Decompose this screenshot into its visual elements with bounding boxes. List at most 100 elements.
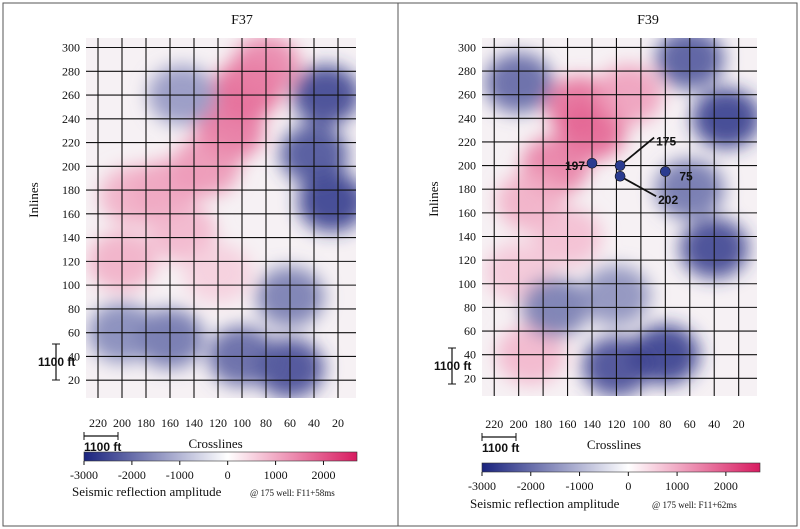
x-tick-label: 160 bbox=[161, 416, 179, 430]
y-tick-label: 280 bbox=[62, 64, 80, 78]
amplitude-region bbox=[100, 166, 168, 227]
colorbar bbox=[83, 451, 358, 462]
x-tick-label: 200 bbox=[113, 416, 131, 430]
colorbar-tick-label: 0 bbox=[625, 479, 631, 493]
y-tick-label: 20 bbox=[68, 373, 80, 387]
y-tick-label: 100 bbox=[458, 277, 476, 291]
x-tick-label: 220 bbox=[89, 416, 107, 430]
y-tick-label: 40 bbox=[68, 349, 80, 363]
colorbar-tick-label: 0 bbox=[225, 468, 231, 482]
y-tick-label: 120 bbox=[62, 254, 80, 268]
x-tick-label: 120 bbox=[209, 416, 227, 430]
y-tick-label: 160 bbox=[62, 207, 80, 221]
x-axis-label: Crosslines bbox=[587, 437, 641, 452]
x-axis-label: Crosslines bbox=[189, 436, 243, 451]
y-tick-label: 60 bbox=[464, 324, 476, 338]
y-tick-label: 80 bbox=[464, 300, 476, 314]
chart-title: F39 bbox=[637, 13, 659, 28]
well-marker bbox=[614, 170, 626, 182]
y-tick-label: 40 bbox=[464, 348, 476, 362]
well-leader bbox=[619, 136, 655, 167]
y-tick-label: 240 bbox=[62, 112, 80, 126]
colorbar-note: @ 175 well: F11+62ms bbox=[652, 500, 737, 510]
x-tick-label: 200 bbox=[510, 417, 528, 431]
well-label: 197 bbox=[565, 159, 585, 173]
well-marker bbox=[586, 157, 598, 169]
amplitude-region bbox=[148, 201, 216, 262]
colorbar-label: Seismic reflection amplitude bbox=[72, 484, 222, 499]
y-tick-label: 240 bbox=[458, 111, 476, 125]
colorbar-tick-label: -3000 bbox=[70, 468, 98, 482]
scale-bar-x-label: 1100 ft bbox=[482, 441, 519, 455]
y-tick-label: 300 bbox=[62, 41, 80, 55]
well-leader bbox=[619, 175, 657, 198]
y-tick-label: 180 bbox=[458, 182, 476, 196]
well-label: 175 bbox=[656, 135, 676, 149]
y-tick-label: 140 bbox=[458, 229, 476, 243]
y-tick-label: 60 bbox=[68, 326, 80, 340]
x-tick-label: 100 bbox=[632, 417, 650, 431]
x-tick-label: 40 bbox=[708, 417, 720, 431]
colorbar-tick-label: 1000 bbox=[665, 479, 689, 493]
y-tick-label: 100 bbox=[62, 278, 80, 292]
colorbar bbox=[481, 462, 761, 473]
colorbar-note: @ 175 well: F11+58ms bbox=[250, 488, 335, 498]
x-tick-label: 40 bbox=[308, 416, 320, 430]
y-tick-label: 20 bbox=[464, 371, 476, 385]
y-tick-label: 260 bbox=[458, 88, 476, 102]
well-marker bbox=[614, 160, 626, 171]
colorbar-tick-label: 2000 bbox=[714, 479, 738, 493]
y-tick-label: 140 bbox=[62, 231, 80, 245]
x-tick-label: 140 bbox=[583, 417, 601, 431]
y-tick-label: 200 bbox=[458, 159, 476, 173]
x-tick-label: 180 bbox=[534, 417, 552, 431]
x-tick-label: 140 bbox=[185, 416, 203, 430]
grid-lines bbox=[482, 38, 757, 396]
y-tick-label: 220 bbox=[62, 136, 80, 150]
y-tick-label: 200 bbox=[62, 159, 80, 173]
chart-title: F37 bbox=[231, 13, 253, 28]
y-tick-label: 280 bbox=[458, 64, 476, 78]
y-tick-label: 120 bbox=[458, 253, 476, 267]
colorbar-tick-label: -1000 bbox=[566, 479, 594, 493]
grid-lines bbox=[86, 38, 356, 398]
y-tick-label: 80 bbox=[68, 302, 80, 316]
colorbar-tick-label: 1000 bbox=[264, 468, 288, 482]
x-tick-label: 60 bbox=[684, 417, 696, 431]
x-tick-label: 20 bbox=[733, 417, 745, 431]
x-tick-label: 60 bbox=[284, 416, 296, 430]
panel-f39: F392040608010012014016018020022024026028… bbox=[426, 13, 761, 511]
y-tick-label: 160 bbox=[458, 206, 476, 220]
well-label: 202 bbox=[658, 193, 678, 207]
y-tick-label: 220 bbox=[458, 135, 476, 149]
scale-bar-y-label: 1100 ft bbox=[38, 355, 75, 369]
amplitude-map bbox=[86, 38, 356, 398]
x-tick-label: 100 bbox=[233, 416, 251, 430]
colorbar-tick-label: -2000 bbox=[517, 479, 545, 493]
y-tick-label: 300 bbox=[458, 40, 476, 54]
y-tick-label: 180 bbox=[62, 183, 80, 197]
x-tick-label: 180 bbox=[137, 416, 155, 430]
colorbar-tick-label: -1000 bbox=[166, 468, 194, 482]
x-tick-label: 120 bbox=[607, 417, 625, 431]
well-label: 75 bbox=[679, 170, 693, 184]
colorbar-tick-label: -3000 bbox=[468, 479, 496, 493]
well-marker bbox=[660, 166, 671, 177]
scale-bar-y-label: 1100 ft bbox=[434, 359, 471, 373]
y-tick-label: 260 bbox=[62, 88, 80, 102]
colorbar-tick-label: -2000 bbox=[118, 468, 146, 482]
panel-f37: F372040608010012014016018020022024026028… bbox=[26, 13, 358, 499]
scale-bar-x-label: 1100 ft bbox=[84, 440, 121, 454]
x-tick-label: 20 bbox=[332, 416, 344, 430]
colorbar-label: Seismic reflection amplitude bbox=[470, 496, 620, 511]
amplitude-region bbox=[298, 171, 356, 232]
y-axis-label: Inlines bbox=[26, 182, 41, 217]
y-axis-label: Inlines bbox=[426, 181, 441, 216]
colorbar-tick-label: 2000 bbox=[311, 468, 335, 482]
x-tick-label: 220 bbox=[485, 417, 503, 431]
x-tick-label: 80 bbox=[260, 416, 272, 430]
x-tick-label: 80 bbox=[659, 417, 671, 431]
x-tick-label: 160 bbox=[559, 417, 577, 431]
